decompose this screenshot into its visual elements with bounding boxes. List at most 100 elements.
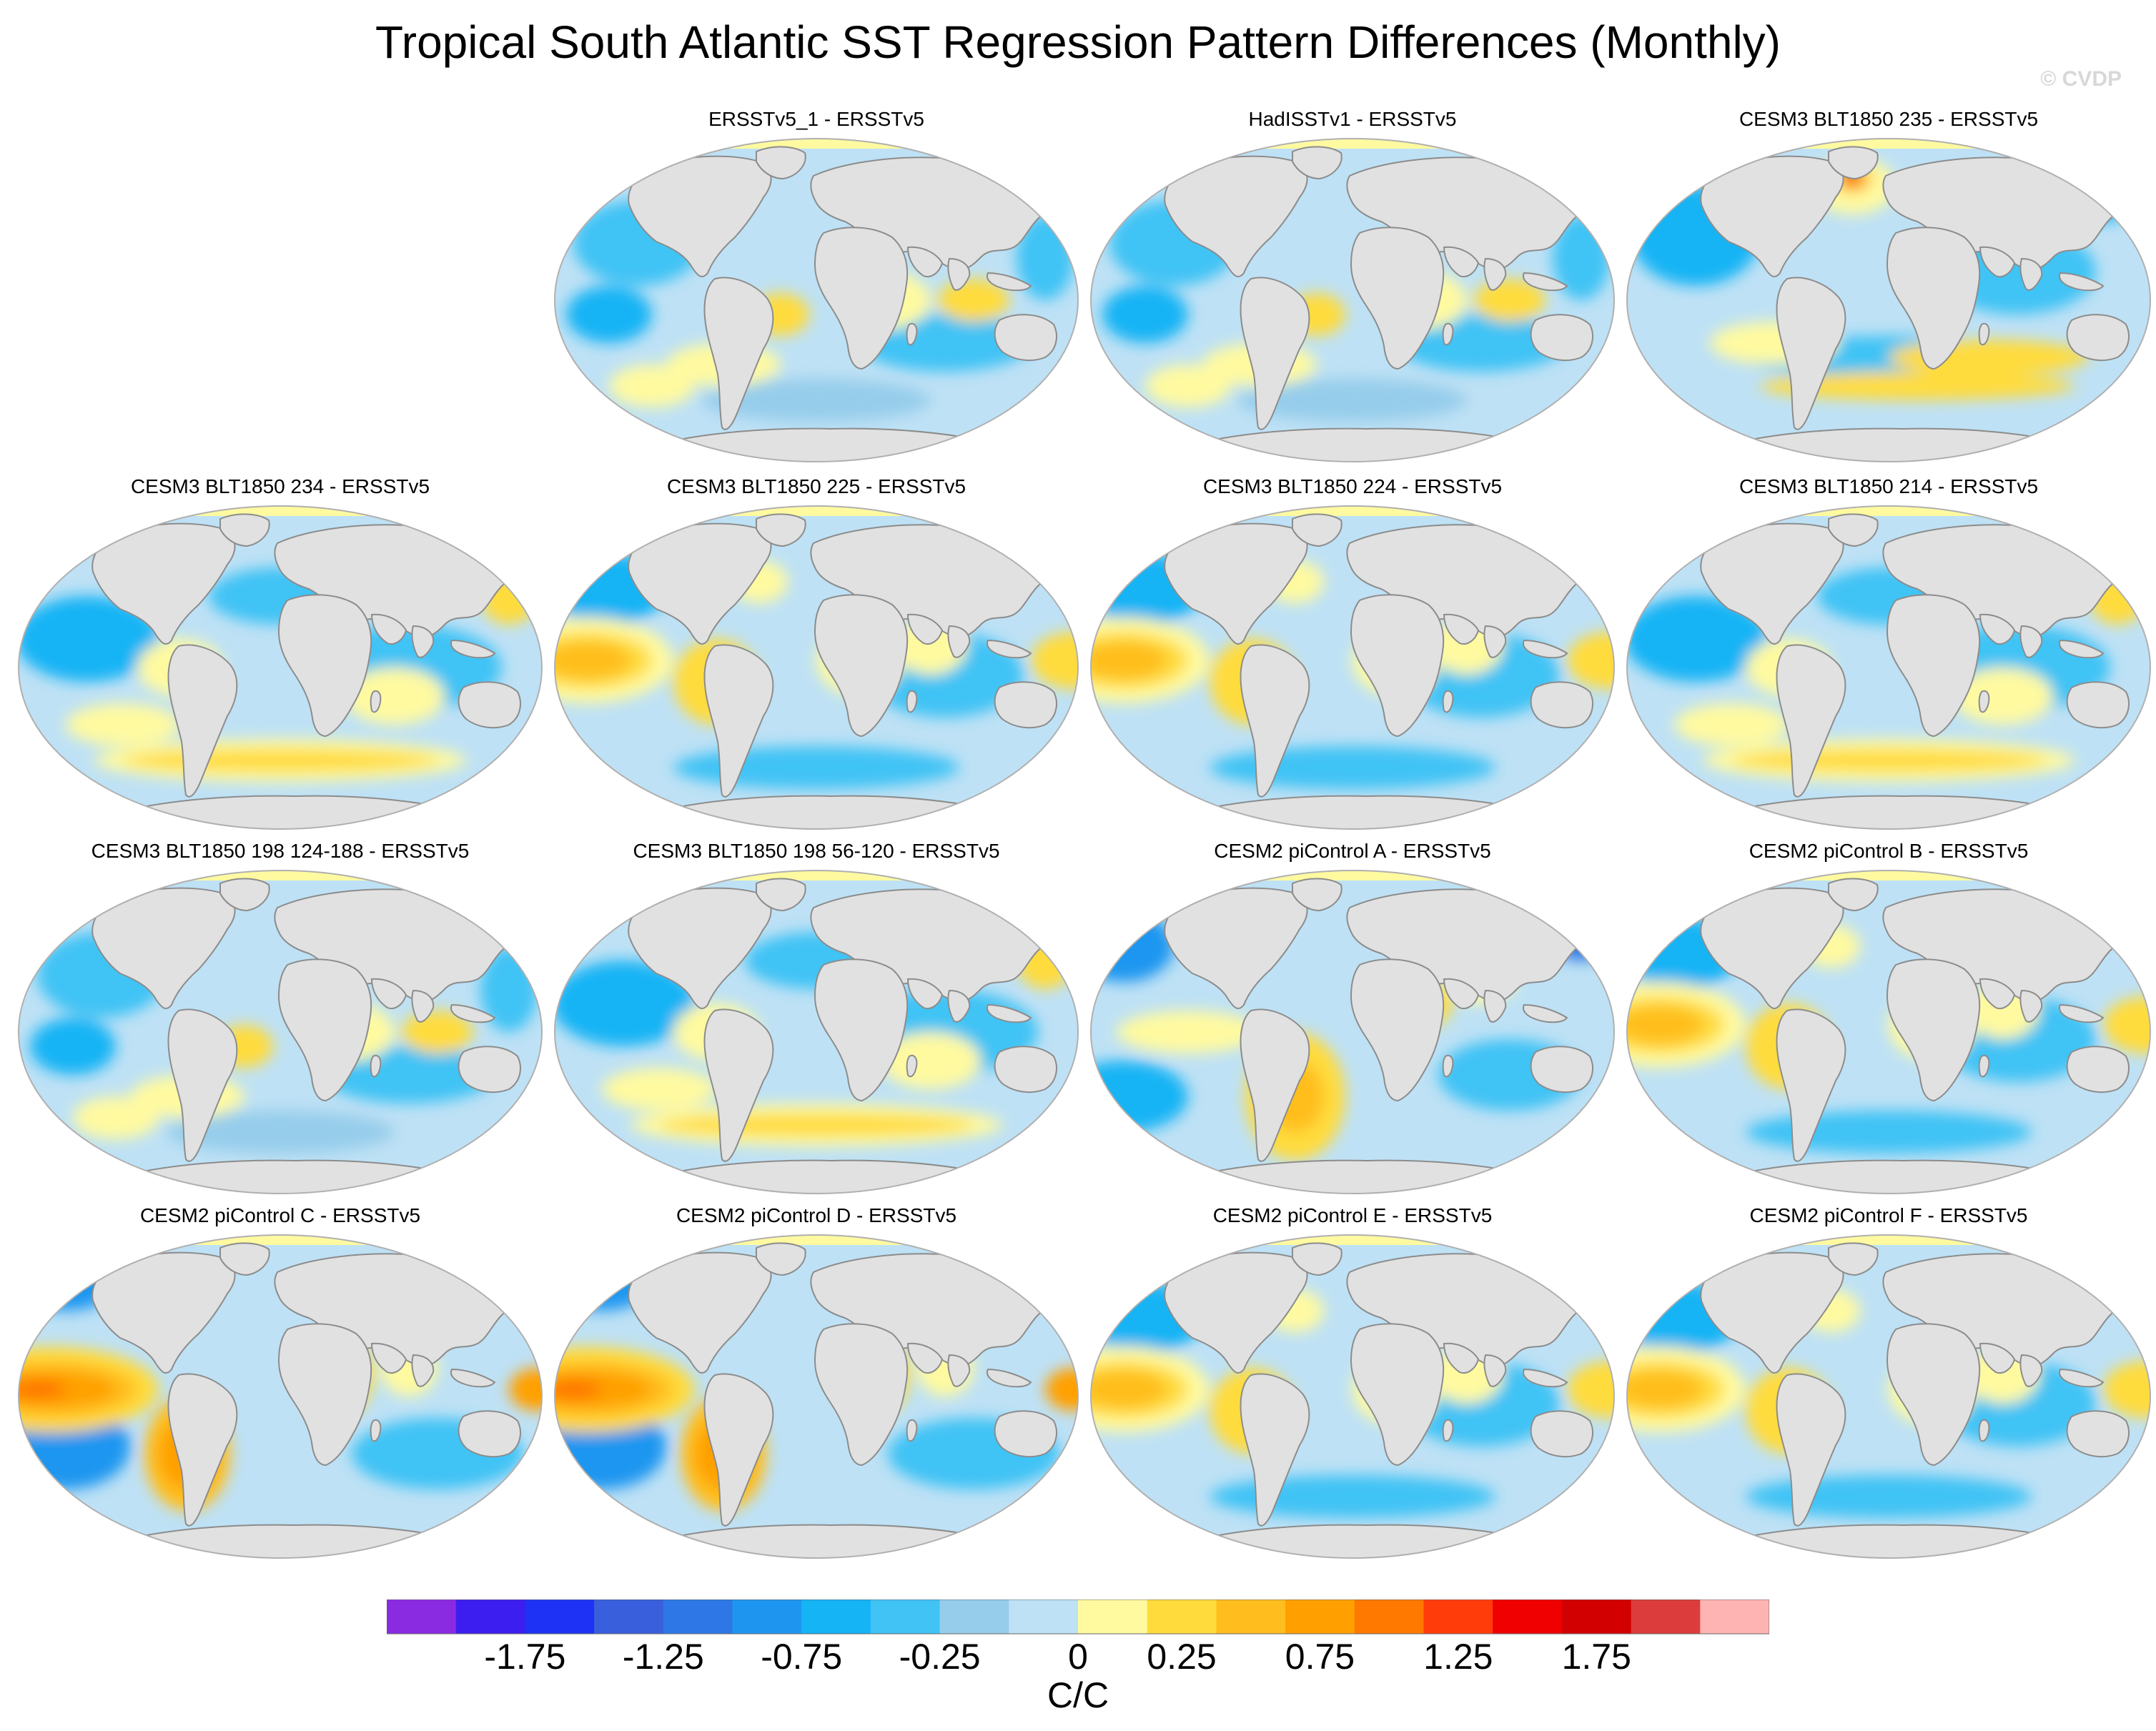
- colorbar-segment: [1147, 1599, 1217, 1634]
- anomaly-patch: [659, 1114, 974, 1136]
- land-masses: [92, 878, 521, 1194]
- panel-title: CESM2 piControl F - ERSSTv5: [1749, 1204, 2028, 1226]
- continent: [1828, 878, 1879, 912]
- map-border: [554, 505, 1079, 830]
- map-panel: CESM2 piControl C - ERSSTv5: [9, 1204, 552, 1561]
- map-projection: [1626, 505, 2151, 830]
- colorbar-units: C/C: [1047, 1675, 1109, 1715]
- continent: [2019, 257, 2043, 291]
- map-border: [1626, 505, 2151, 830]
- anomaly-patch: [73, 1096, 159, 1139]
- continent: [370, 613, 407, 645]
- map-panel: CESM3 BLT1850 198 124-188 - ERSSTv5: [9, 839, 552, 1196]
- colorbar-tick-label: 0.75: [1285, 1637, 1355, 1677]
- arctic-fringe: [1091, 1235, 1614, 1245]
- land-masses: [1164, 878, 1593, 1194]
- continent: [450, 639, 496, 659]
- continent: [1442, 690, 1454, 713]
- colorbar-segment: [1285, 1599, 1355, 1634]
- map-panel: CESM2 piControl D - ERSSTv5: [545, 1204, 1088, 1561]
- continent: [994, 1410, 1057, 1458]
- anomaly-patch: [1760, 372, 2075, 400]
- arctic-fringe: [1091, 506, 1614, 516]
- panel-title: CESM3 BLT1850 235 - ERSSTv5: [1739, 108, 2039, 130]
- map-border: [1626, 1234, 2151, 1559]
- colorbar-segment: [801, 1599, 871, 1634]
- land-masses: [92, 513, 521, 829]
- arctic-fringe: [1627, 139, 2150, 149]
- continent: [1530, 1046, 1593, 1093]
- map-projection: [554, 138, 1079, 462]
- map-projection: [1090, 870, 1615, 1194]
- continent: [1292, 146, 1342, 180]
- continent: [1776, 644, 1846, 798]
- continent: [1292, 513, 1342, 547]
- map-border: [554, 870, 1079, 1194]
- colorbar-tick-label: 0: [1068, 1637, 1088, 1677]
- continent: [1483, 989, 1507, 1023]
- anomaly-patch: [1746, 1111, 2032, 1154]
- continent: [906, 1419, 918, 1442]
- continent: [411, 1354, 435, 1387]
- continent: [1483, 257, 1507, 291]
- continent: [458, 1046, 521, 1093]
- map-panel: CESM2 piControl E - ERSSTv5: [1081, 1204, 1624, 1561]
- anomaly-patch: [2103, 996, 2150, 1053]
- anomaly-patch: [609, 364, 695, 407]
- map-border: [1626, 870, 2151, 1194]
- map-panel: CESM3 BLT1850 235 - ERSSTv5: [1617, 107, 2156, 465]
- land-masses: [1700, 146, 2130, 462]
- colorbar-segment: [732, 1599, 802, 1634]
- arctic-fringe: [555, 506, 1078, 516]
- continent: [1978, 322, 1990, 346]
- continent: [219, 513, 270, 547]
- map-border: [554, 1234, 1079, 1559]
- map-panel: CESM3 BLT1850 224 - ERSSTv5: [1081, 475, 1624, 832]
- continent: [1978, 690, 1990, 713]
- land-masses: [1164, 146, 1593, 462]
- anomaly-patch: [1395, 314, 1567, 372]
- anomaly-patch: [1210, 1475, 1495, 1518]
- map-projection: [1090, 1234, 1615, 1559]
- colorbar-tick-label: -0.25: [899, 1637, 981, 1677]
- anomaly-patch: [1627, 1371, 1703, 1408]
- continent: [1240, 1373, 1310, 1527]
- continent: [2019, 989, 2043, 1023]
- anomaly-patch: [555, 642, 631, 679]
- arctic-fringe: [1627, 506, 2150, 516]
- map-projection: [1626, 870, 2151, 1194]
- continent: [450, 1368, 496, 1388]
- map-projection: [18, 870, 543, 1194]
- continent: [906, 613, 944, 645]
- map-border: [1090, 870, 1615, 1194]
- continent: [458, 1410, 521, 1458]
- continent: [2066, 1410, 2130, 1458]
- continent: [1886, 958, 1981, 1102]
- arctic-fringe: [1627, 1235, 2150, 1245]
- continent: [2059, 272, 2105, 292]
- anomaly-patch: [1045, 1368, 1078, 1411]
- land-masses: [1700, 878, 2130, 1194]
- anomaly-patch: [2103, 1361, 2150, 1418]
- arctic-fringe: [1627, 871, 2150, 881]
- continent: [1292, 878, 1342, 912]
- colorbar-segment: [1009, 1599, 1079, 1634]
- continent: [756, 1242, 806, 1276]
- colorbar-segment: [1354, 1599, 1424, 1634]
- continent: [2066, 1046, 2130, 1093]
- land-masses: [92, 1242, 521, 1558]
- continent: [167, 1373, 238, 1527]
- panel-title: CESM2 piControl C - ERSSTv5: [139, 1204, 421, 1226]
- continent: [1978, 1054, 1990, 1078]
- map-projection: [1626, 1234, 2151, 1559]
- continent: [756, 146, 806, 180]
- continent: [703, 277, 774, 430]
- anomaly-patch: [19, 596, 159, 682]
- continent: [994, 681, 1057, 729]
- continent: [994, 314, 1057, 362]
- map-panel: CESM2 piControl B - ERSSTv5: [1617, 839, 2156, 1196]
- anomaly-patch: [1746, 1475, 2032, 1518]
- continent: [1442, 1419, 1454, 1442]
- continent: [703, 1373, 774, 1527]
- anomaly-patch: [555, 1379, 602, 1399]
